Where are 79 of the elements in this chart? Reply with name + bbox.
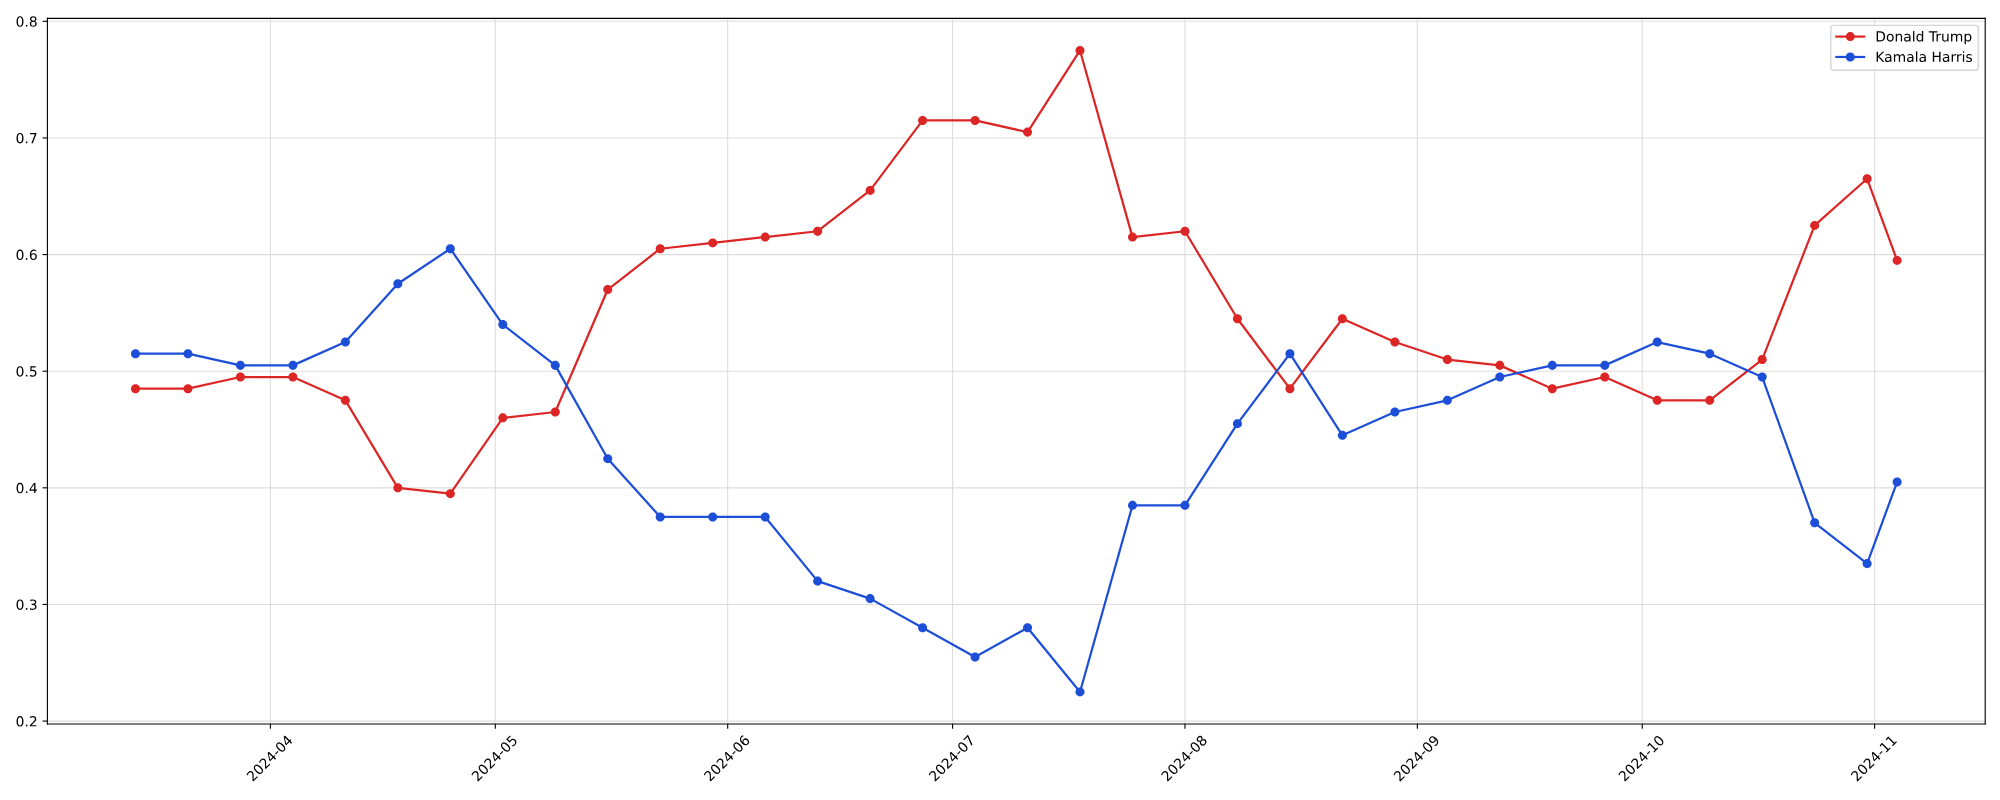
point [1705, 395, 1715, 405]
point [865, 185, 875, 195]
y-tick-label: 0.4 [16, 482, 37, 494]
y-tick-label: 0.2 [16, 716, 37, 727]
point [760, 232, 770, 242]
point [445, 244, 455, 254]
point [1075, 687, 1085, 697]
point [1652, 337, 1662, 347]
point [1390, 407, 1400, 417]
point [288, 372, 298, 382]
point [550, 360, 560, 370]
point [1232, 314, 1242, 324]
point [130, 349, 140, 359]
point [1810, 518, 1820, 528]
point [1337, 314, 1347, 324]
point [1495, 360, 1505, 370]
point [393, 483, 403, 493]
point [1232, 419, 1242, 429]
point [970, 652, 980, 662]
point [130, 384, 140, 394]
y-tick-label: 0.7 [16, 132, 37, 144]
point [1810, 220, 1820, 230]
point [603, 285, 613, 295]
point [813, 576, 823, 586]
point [1127, 500, 1138, 510]
point [813, 226, 823, 236]
point [1442, 355, 1452, 365]
point [1495, 372, 1505, 382]
point [235, 360, 245, 370]
point [445, 489, 455, 499]
point [1023, 623, 1033, 633]
point [340, 395, 350, 405]
point [655, 512, 665, 522]
point [1757, 355, 1767, 365]
point [918, 623, 928, 633]
y-tick-label: 0.3 [16, 599, 37, 610]
point [760, 512, 770, 522]
point [655, 244, 665, 254]
point [865, 594, 875, 604]
point [970, 115, 980, 125]
point [1180, 226, 1190, 236]
legend-label: Donald Trump [1876, 30, 1972, 45]
point [1285, 384, 1295, 394]
point [183, 384, 193, 394]
y-tick-label: 0.8 [16, 16, 37, 27]
point [1600, 372, 1610, 382]
y-tick-label: 0.5 [16, 366, 37, 377]
point [1337, 430, 1347, 440]
point [1757, 372, 1767, 382]
point [498, 413, 508, 423]
point [708, 512, 718, 522]
point [603, 454, 613, 464]
y-tick-label: 0.6 [16, 249, 37, 261]
point [393, 279, 403, 289]
point [1892, 477, 1902, 487]
point [1023, 127, 1033, 137]
point [1652, 395, 1662, 405]
point [550, 407, 560, 417]
point [1442, 395, 1452, 405]
point [183, 349, 193, 359]
legend-label: Kamala Harris [1876, 51, 1973, 63]
point [1285, 349, 1295, 359]
point [1892, 255, 1902, 265]
point [1390, 337, 1400, 347]
point [1547, 360, 1557, 370]
point [1600, 360, 1610, 370]
point [1862, 559, 1872, 569]
point [1862, 174, 1872, 184]
point [235, 372, 245, 382]
point [498, 320, 508, 330]
point [1705, 349, 1715, 359]
point [1180, 500, 1190, 510]
point [340, 337, 350, 347]
point [1075, 45, 1085, 55]
point [1127, 232, 1138, 242]
point [1547, 384, 1557, 394]
point [288, 360, 298, 370]
point [918, 115, 928, 125]
point [708, 238, 718, 248]
